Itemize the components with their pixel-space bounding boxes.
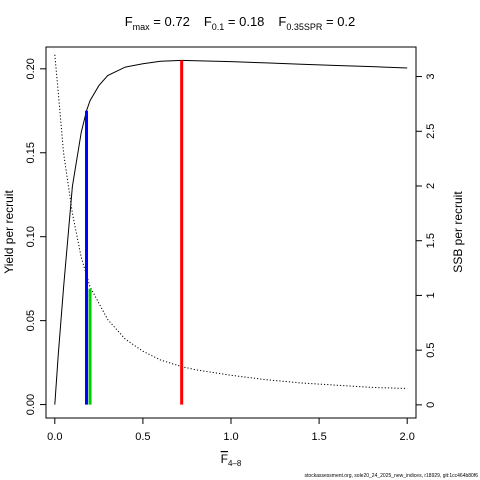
y2-axis-title: SSB per recruit xyxy=(451,191,465,273)
footnote: stockassessment.org, sole20_24_2025_new_… xyxy=(305,473,479,479)
y2-tick-label: 2.5 xyxy=(425,124,437,139)
y2-tick-label: 1.5 xyxy=(425,233,437,248)
title-value: = 0.72 xyxy=(150,14,190,29)
y2-tick-label: 0 xyxy=(425,402,437,408)
y2-tick-label: 1 xyxy=(425,292,437,298)
y-tick-label: 0.05 xyxy=(25,310,37,331)
reference-lines xyxy=(85,60,184,405)
x-tick-label: 1.5 xyxy=(311,431,326,443)
series-layer xyxy=(54,54,408,405)
x-axis-title: F4–8 xyxy=(221,452,242,468)
title-subscript: 0.1 xyxy=(212,22,225,32)
title-symbol: F xyxy=(125,14,133,29)
y-tick-label: 0.00 xyxy=(25,394,37,415)
x-tick-label: 0.0 xyxy=(47,431,62,443)
x-tick-label: 0.5 xyxy=(135,431,150,443)
title-symbol: F xyxy=(278,14,286,29)
x-axis-title-subscript: 4–8 xyxy=(228,459,242,468)
y-axis-left: 0.00 0.05 0.10 0.15 0.20 xyxy=(25,58,47,415)
yield-per-recruit-line xyxy=(54,59,408,405)
y-tick-label: 0.10 xyxy=(25,226,37,247)
x-axis-title-symbol: F xyxy=(221,452,228,466)
y-tick-label: 0.15 xyxy=(25,142,37,163)
y2-tick-label: 3 xyxy=(425,73,437,79)
plot-frame xyxy=(45,46,417,419)
title-symbol: F xyxy=(204,14,212,29)
y-axis-title: Yield per recruit xyxy=(2,190,16,274)
x-tick-label: 1.0 xyxy=(223,431,238,443)
y2-tick-label: 2 xyxy=(425,183,437,189)
title-subscript: 0.35SPR xyxy=(286,22,323,32)
title-subscript: max xyxy=(133,22,151,32)
chart-title: Fmax = 0.72 F0.1 = 0.18 F0.35SPR = 0.2 xyxy=(125,14,356,32)
y-tick-label: 0.20 xyxy=(25,58,37,79)
y-axis-right: 0 0.5 1 1.5 2 2.5 3 xyxy=(415,73,437,408)
title-value: = 0.18 xyxy=(224,14,264,29)
y2-tick-label: 0.5 xyxy=(425,342,437,357)
x-tick-label: 2.0 xyxy=(400,431,415,443)
title-value: = 0.2 xyxy=(322,14,355,29)
x-axis: 0.0 0.5 1.0 1.5 2.0 xyxy=(47,417,415,443)
ssb-per-recruit-line xyxy=(54,54,408,389)
